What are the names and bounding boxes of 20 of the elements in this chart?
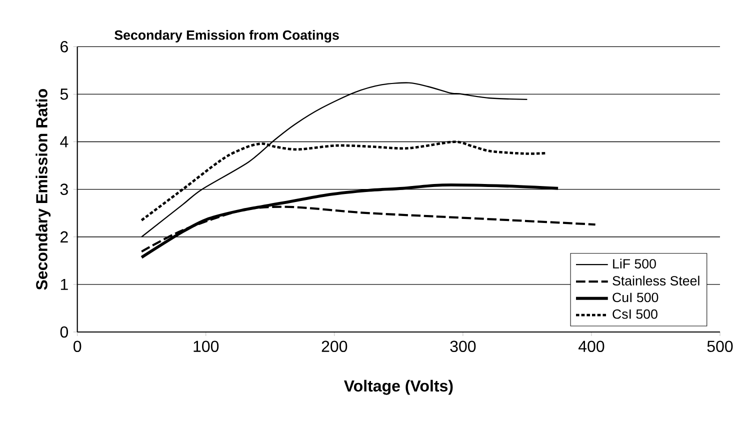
x-axis-title: Voltage (Volts) xyxy=(344,380,453,395)
x-tick-label: 0 xyxy=(74,340,82,352)
x-tick-label: 200 xyxy=(322,340,348,352)
y-tick-label: 2 xyxy=(60,231,68,242)
y-tick-label: 6 xyxy=(60,41,68,52)
legend-label: CsI 500 xyxy=(612,309,658,319)
x-tick-label: 100 xyxy=(194,340,219,352)
y-tick-label: 1 xyxy=(60,278,68,290)
y-axis-title: Secondary Emission Ratio xyxy=(36,89,51,290)
y-tick-label: 3 xyxy=(60,184,68,195)
legend-label: Stainless Steel xyxy=(612,276,700,286)
legend-label: LiF 500 xyxy=(613,258,656,269)
x-tick-label: 300 xyxy=(450,340,476,352)
y-tick-label: 4 xyxy=(60,136,68,148)
x-tick-label: 400 xyxy=(578,340,604,352)
y-tick-label: 0 xyxy=(60,326,68,338)
x-tick-label: 500 xyxy=(707,340,733,352)
chart-title: Secondary Emission from Coatings xyxy=(114,30,339,43)
y-tick-label: 5 xyxy=(60,88,68,100)
legend-label: CuI 500 xyxy=(612,292,658,302)
